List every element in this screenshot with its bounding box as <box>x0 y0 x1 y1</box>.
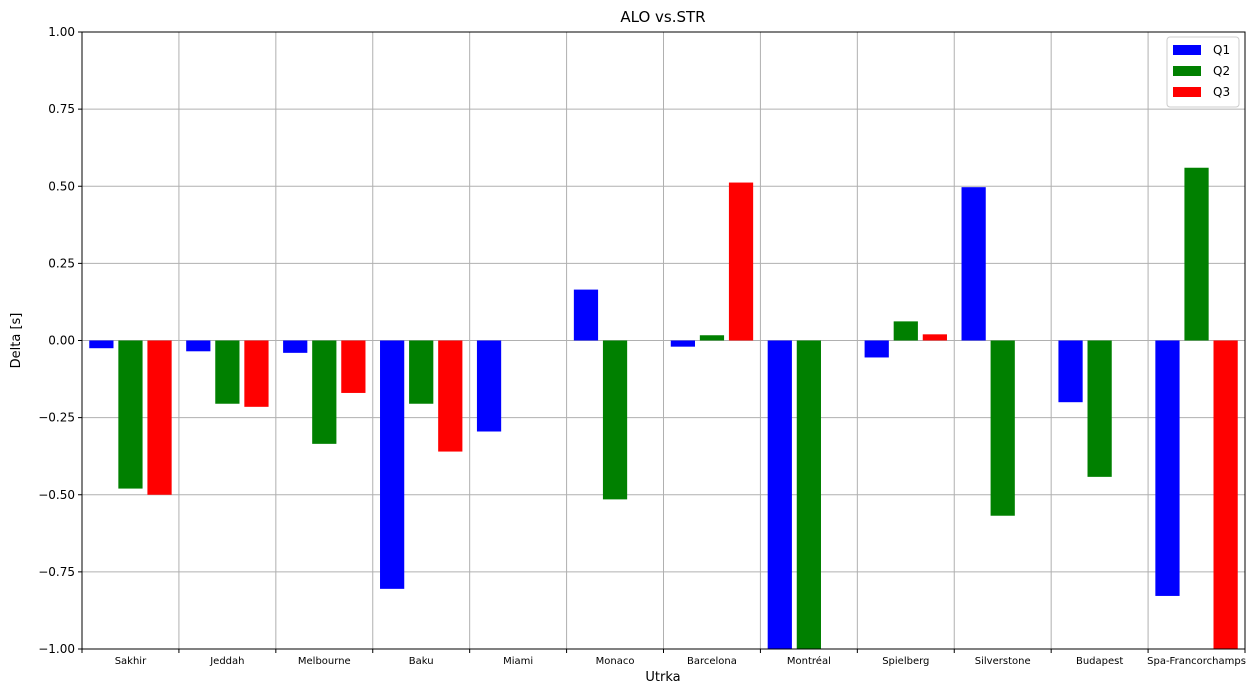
bar-q2-silverstone <box>990 340 1015 516</box>
bar-q3-spa-francorchamps <box>1213 340 1238 649</box>
y-axis: −1.00 −0.75 −0.50 −0.25 0.00 0.25 0.50 0.75 1.00 <box>38 25 82 656</box>
bar-q1-baku <box>380 340 405 589</box>
bar-q1-melbourne <box>283 340 308 353</box>
bar-q1-budapest <box>1058 340 1083 403</box>
x-tick-label: Sakhir <box>115 656 147 667</box>
grid <box>82 31 1245 650</box>
legend-label-q1: Q1 <box>1213 43 1230 57</box>
y-tick-label: 0.75 <box>48 102 75 116</box>
bar-q2-monaco <box>602 340 628 500</box>
y-tick-label: 0.25 <box>48 256 75 270</box>
bars <box>89 167 1238 649</box>
bar-q1-barcelona <box>670 340 695 347</box>
bar-q2-melbourne <box>312 340 337 444</box>
bar-q2-spielberg <box>893 321 918 341</box>
bar-q2-baku <box>409 340 434 404</box>
bar-q3-sakhir <box>147 340 172 495</box>
bar-q3-barcelona <box>728 182 754 341</box>
x-tick-label: Melbourne <box>298 656 351 667</box>
bar-q1-silverstone <box>961 187 986 341</box>
bar-q3-jeddah <box>244 340 269 407</box>
x-tick-label: Barcelona <box>687 656 737 667</box>
x-tick-label: Miami <box>503 656 533 667</box>
bar-q3-melbourne <box>341 340 366 393</box>
y-axis-label: Delta [s] <box>9 313 24 369</box>
y-tick-label: 0.00 <box>48 334 75 348</box>
legend-swatch-q1 <box>1173 45 1201 55</box>
bar-q1-montr-al <box>767 340 792 649</box>
bar-q2-budapest <box>1087 340 1112 477</box>
bar-q1-spa-francorchamps <box>1155 340 1180 596</box>
legend-label-q3: Q3 <box>1213 85 1230 99</box>
y-tick-label: −1.00 <box>38 642 75 656</box>
bar-q1-sakhir <box>89 340 114 349</box>
bar-q3-spielberg <box>922 334 947 341</box>
y-tick-label: −0.25 <box>38 411 75 425</box>
bar-q2-spa-francorchamps <box>1184 167 1209 341</box>
x-tick-label: Jeddah <box>209 656 244 667</box>
x-tick-label: Spielberg <box>882 656 929 667</box>
x-axis: Sakhir Jeddah Melbourne Baku Miami Monaco Barc… <box>81 649 1246 667</box>
x-tick-label: Baku <box>409 656 434 667</box>
legend-swatch-q2 <box>1173 66 1201 76</box>
x-axis-label: Utrka <box>645 670 680 685</box>
x-tick-label: Silverstone <box>975 656 1031 667</box>
y-tick-label: −0.75 <box>38 565 75 579</box>
bar-q1-spielberg <box>864 340 889 358</box>
legend: Q1 Q2 Q3 <box>1166 36 1240 108</box>
bar-q1-jeddah <box>186 340 211 352</box>
bar-q2-sakhir <box>118 340 143 489</box>
legend-label-q2: Q2 <box>1213 64 1230 78</box>
bar-q3-baku <box>438 340 463 452</box>
bar-q1-monaco <box>573 289 599 341</box>
bar-q2-jeddah <box>215 340 240 404</box>
y-tick-label: −0.50 <box>38 488 75 502</box>
bar-q2-barcelona <box>699 335 725 341</box>
bar-q1-miami <box>476 340 502 432</box>
x-tick-label: Spa-Francorchamps <box>1147 656 1246 667</box>
x-tick-label: Montréal <box>787 655 831 667</box>
y-tick-label: 0.50 <box>48 179 75 193</box>
legend-swatch-q3 <box>1173 87 1201 97</box>
chart-title: ALO vs.STR <box>620 8 705 26</box>
x-tick-label: Monaco <box>596 656 635 667</box>
bar-q2-montr-al <box>796 340 821 649</box>
y-tick-label: 1.00 <box>48 25 75 39</box>
x-tick-label: Budapest <box>1076 656 1123 667</box>
